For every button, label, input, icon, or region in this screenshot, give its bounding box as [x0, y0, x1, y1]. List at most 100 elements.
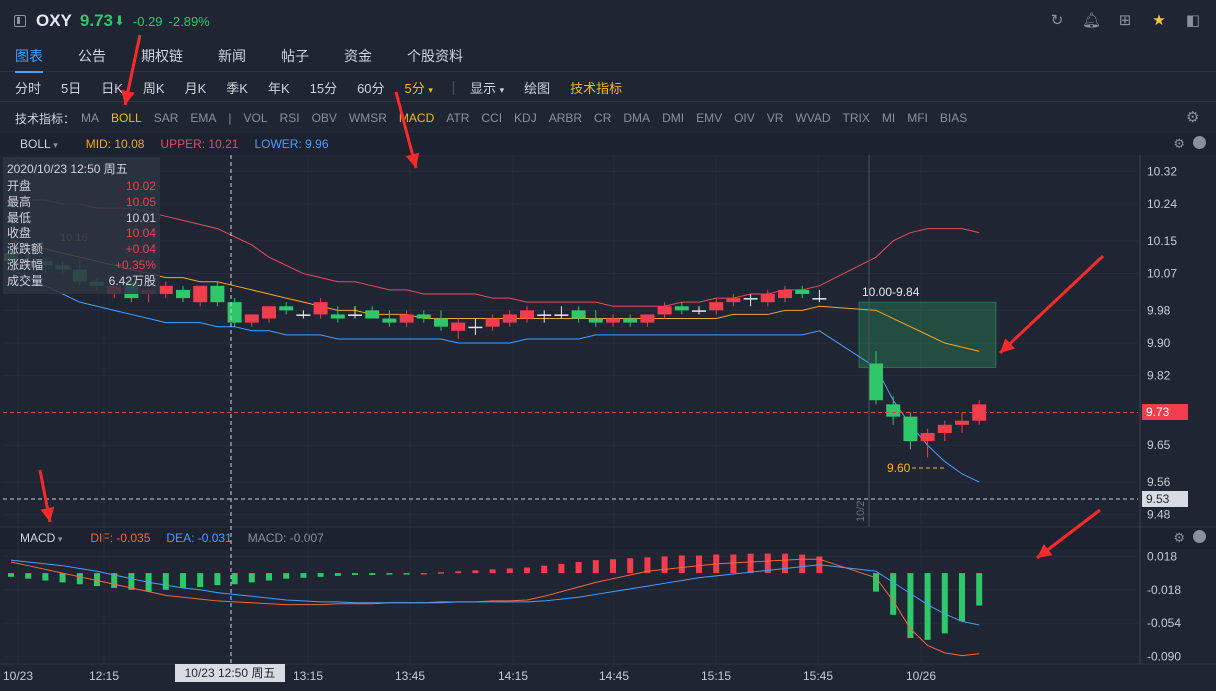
- macd-value: MACD: -0.007: [247, 531, 324, 545]
- boll-selector[interactable]: BOLL: [20, 137, 58, 151]
- panel-icon[interactable]: ◧: [1185, 12, 1201, 29]
- indicator-emv[interactable]: EMV: [696, 111, 723, 125]
- indicator-vr[interactable]: VR: [766, 111, 784, 125]
- annotation-arrow-macd-selector: [38, 469, 52, 523]
- period-60m[interactable]: 60分: [357, 81, 385, 96]
- sidebar-toggle-icon[interactable]: [14, 15, 26, 27]
- boll-gear-icon[interactable]: ⚙: [1173, 136, 1185, 151]
- period-bar: 分时 5日 日K 周K 月K 季K 年K 15分 60分 5分 ▾ 显示 ▾ 绘…: [0, 74, 1216, 102]
- annotation-arrow-macd: [394, 91, 418, 169]
- info-value: 10.04: [125, 226, 156, 241]
- indicator-arbr[interactable]: ARBR: [548, 111, 583, 125]
- candle-body: [451, 322, 466, 331]
- range-label: 10.00-9.84: [862, 285, 920, 299]
- period-5m[interactable]: 5分 ▾: [404, 81, 433, 96]
- star-icon[interactable]: ★: [1152, 12, 1166, 29]
- indicator-ma[interactable]: MA: [81, 111, 100, 125]
- macd-bar: [959, 573, 965, 622]
- time-tick-label: 14:45: [599, 669, 629, 683]
- indicator-mi[interactable]: MI: [881, 111, 896, 125]
- macd-bar: [111, 573, 118, 588]
- period-daily[interactable]: 日K: [101, 81, 123, 96]
- indicator-oiv[interactable]: OIV: [734, 111, 755, 125]
- indicator-trix[interactable]: TRIX: [842, 111, 870, 125]
- tab-options[interactable]: 期权链: [141, 48, 183, 64]
- price-panel-bg: [0, 155, 1216, 527]
- candle-body: [520, 310, 534, 319]
- info-key: 涨跌幅: [7, 257, 44, 272]
- indicator-bias[interactable]: BIAS: [939, 111, 968, 125]
- period-yearly[interactable]: 年K: [267, 81, 290, 96]
- indicator-cci[interactable]: CCI: [481, 111, 503, 125]
- macd-bar: [799, 554, 806, 574]
- tab-posts[interactable]: 帖子: [281, 48, 309, 64]
- boll-lower: LOWER: 9.96: [254, 137, 329, 151]
- annotation-arrow-zone-head: [1000, 338, 1015, 353]
- indicator-wmsr[interactable]: WMSR: [348, 111, 387, 125]
- top-bar: OXY 9.73 ⬇ -0.29 -2.89% ↻ 🔔︎ ⊞ ★ ◧: [0, 0, 1216, 42]
- candle-body: [485, 318, 500, 327]
- candle-body: [313, 302, 328, 315]
- draw-button[interactable]: 绘图: [524, 81, 551, 96]
- indicator-macd[interactable]: MACD: [398, 111, 435, 125]
- tab-chart[interactable]: 图表: [15, 42, 43, 73]
- candle-body: [571, 310, 586, 319]
- period-intraday[interactable]: 分时: [15, 81, 42, 96]
- indicator-dmi[interactable]: DMI: [662, 111, 685, 125]
- period-15m[interactable]: 15分: [309, 81, 338, 96]
- info-datetime: 2020/10/23 12:50 周五: [7, 162, 128, 176]
- indicator-vol[interactable]: VOL: [243, 111, 268, 125]
- macd-bar: [145, 573, 152, 592]
- indicator-wvad[interactable]: WVAD: [795, 111, 831, 125]
- settings-gear-icon[interactable]: ⚙: [1186, 109, 1200, 126]
- macd-bar: [438, 572, 444, 574]
- indicator-atr[interactable]: ATR: [446, 111, 470, 125]
- tab-news[interactable]: 新闻: [218, 48, 246, 64]
- macd-bar: [317, 573, 324, 577]
- tab-profile[interactable]: 个股资料: [407, 48, 463, 64]
- price-change-pct: -2.89%: [168, 13, 210, 29]
- macd-tick-label: -0.090: [1147, 650, 1181, 664]
- indicator-cr[interactable]: CR: [594, 111, 612, 125]
- indicator-divider: |: [228, 111, 232, 125]
- indicator-obv[interactable]: OBV: [311, 111, 337, 125]
- indicator-dma[interactable]: DMA: [623, 111, 651, 125]
- macd-bar: [76, 573, 83, 585]
- bell-icon[interactable]: 🔔︎: [1082, 12, 1102, 29]
- candle-body: [244, 314, 259, 323]
- tab-announcements[interactable]: 公告: [78, 48, 106, 64]
- indicator-boll[interactable]: BOLL: [111, 111, 142, 125]
- indicator-ema[interactable]: EMA: [190, 111, 217, 125]
- boll-close-icon[interactable]: ✕: [1193, 135, 1206, 150]
- macd-bar: [764, 553, 771, 574]
- indicator-rsi[interactable]: RSI: [279, 111, 300, 125]
- macd-bar: [907, 573, 914, 639]
- info-row: 涨跌幅 +0.35%: [7, 258, 156, 274]
- tab-capital[interactable]: 资金: [344, 48, 372, 64]
- indicator-kdj[interactable]: KDJ: [514, 111, 537, 125]
- display-menu[interactable]: 显示 ▾: [469, 81, 505, 96]
- period-weekly[interactable]: 周K: [142, 81, 165, 96]
- info-row: 收盘 10.04: [7, 226, 156, 242]
- price-tick-label: 9.48: [1147, 508, 1171, 522]
- macd-bar: [713, 554, 720, 574]
- period-monthly[interactable]: 月K: [184, 81, 207, 96]
- macd-bar: [334, 573, 341, 576]
- candle-body: [296, 314, 311, 316]
- macd-header: MACD DIF: -0.035 DEA: -0.031 MACD: -0.00…: [0, 527, 1216, 549]
- refresh-icon[interactable]: ↻: [1050, 12, 1064, 29]
- info-key: 成交量: [7, 273, 44, 288]
- indicators-button[interactable]: 技术指标: [570, 81, 623, 96]
- indicator-sar[interactable]: SAR: [153, 111, 179, 125]
- macd-gear-icon[interactable]: ⚙: [1173, 530, 1185, 545]
- macd-close-icon[interactable]: ✕: [1193, 529, 1206, 544]
- macd-selector[interactable]: MACD: [20, 531, 62, 545]
- time-tick-label: 15:15: [701, 669, 731, 683]
- grid-icon[interactable]: ⊞: [1118, 12, 1132, 29]
- indicator-mfi[interactable]: MFI: [907, 111, 928, 125]
- period-quarterly[interactable]: 季K: [226, 81, 248, 96]
- macd-bar: [627, 558, 634, 574]
- period-5d[interactable]: 5日: [61, 81, 82, 96]
- macd-bar: [575, 561, 582, 574]
